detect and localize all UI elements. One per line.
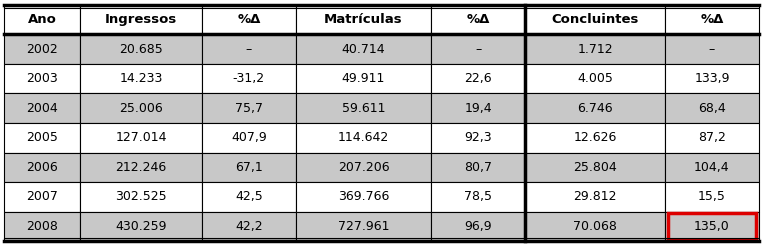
Text: –: – — [709, 43, 715, 56]
Text: 135,0: 135,0 — [694, 220, 730, 233]
Text: 42,2: 42,2 — [235, 220, 262, 233]
Text: 25.804: 25.804 — [573, 161, 617, 174]
Text: 40.714: 40.714 — [342, 43, 385, 56]
Text: –: – — [475, 43, 481, 56]
Text: 4.005: 4.005 — [577, 72, 613, 85]
Text: 2008: 2008 — [26, 220, 58, 233]
Text: Ano: Ano — [27, 13, 56, 26]
Text: 6.746: 6.746 — [578, 102, 613, 115]
Text: 42,5: 42,5 — [235, 190, 262, 203]
Text: 22,6: 22,6 — [465, 72, 492, 85]
Text: 49.911: 49.911 — [342, 72, 385, 85]
Text: 19,4: 19,4 — [465, 102, 492, 115]
Text: 14.233: 14.233 — [119, 72, 163, 85]
Text: 302.525: 302.525 — [115, 190, 167, 203]
Text: 29.812: 29.812 — [573, 190, 617, 203]
Text: 25.006: 25.006 — [119, 102, 163, 115]
Text: 78,5: 78,5 — [464, 190, 492, 203]
Text: 104,4: 104,4 — [694, 161, 729, 174]
Text: %Δ: %Δ — [700, 13, 723, 26]
Text: 2006: 2006 — [26, 161, 58, 174]
Text: 12.626: 12.626 — [573, 131, 617, 144]
Text: 2003: 2003 — [26, 72, 58, 85]
Text: 68,4: 68,4 — [698, 102, 726, 115]
Text: 2002: 2002 — [26, 43, 58, 56]
Text: -31,2: -31,2 — [233, 72, 265, 85]
Text: 1.712: 1.712 — [578, 43, 613, 56]
Text: 92,3: 92,3 — [465, 131, 492, 144]
Text: 430.259: 430.259 — [115, 220, 166, 233]
Text: Concluintes: Concluintes — [552, 13, 639, 26]
Text: 87,2: 87,2 — [698, 131, 726, 144]
Text: 369.766: 369.766 — [338, 190, 389, 203]
Text: 70.068: 70.068 — [573, 220, 617, 233]
Text: 15,5: 15,5 — [698, 190, 726, 203]
Text: 2007: 2007 — [26, 190, 58, 203]
Text: 80,7: 80,7 — [464, 161, 492, 174]
Text: 96,9: 96,9 — [465, 220, 492, 233]
Text: 727.961: 727.961 — [338, 220, 389, 233]
Text: 67,1: 67,1 — [235, 161, 262, 174]
Text: 20.685: 20.685 — [119, 43, 163, 56]
Text: Ingressos: Ingressos — [105, 13, 177, 26]
Text: 2004: 2004 — [26, 102, 58, 115]
Text: 133,9: 133,9 — [694, 72, 729, 85]
Text: 2005: 2005 — [26, 131, 58, 144]
Text: %Δ: %Δ — [237, 13, 260, 26]
Text: –: – — [246, 43, 252, 56]
Text: 75,7: 75,7 — [235, 102, 263, 115]
Text: 114.642: 114.642 — [338, 131, 389, 144]
Text: 127.014: 127.014 — [115, 131, 166, 144]
Text: 207.206: 207.206 — [338, 161, 389, 174]
Text: 212.246: 212.246 — [115, 161, 166, 174]
Text: Matrículas: Matrículas — [324, 13, 403, 26]
Text: %Δ: %Δ — [466, 13, 490, 26]
Text: 407,9: 407,9 — [231, 131, 267, 144]
Text: 59.611: 59.611 — [342, 102, 385, 115]
